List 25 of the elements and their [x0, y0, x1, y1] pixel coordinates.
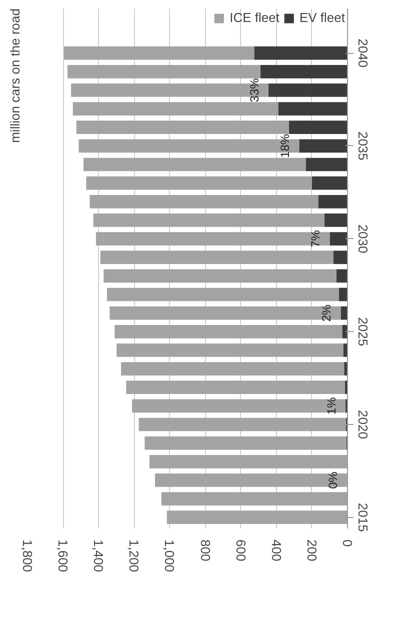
x-tick-label: 0: [340, 540, 355, 547]
y-tick-label: 2030: [356, 224, 370, 254]
legend-label: ICE fleet: [230, 10, 280, 25]
x-tick-label: 200: [304, 540, 320, 562]
annotation: 33%: [247, 78, 262, 102]
x-tick-label: 600: [233, 540, 248, 562]
annotation: 1%: [324, 396, 338, 415]
y-tick-label: 2025: [356, 317, 370, 346]
y-tick-label: 2015: [356, 502, 370, 532]
x-tick-label: 400: [268, 540, 284, 562]
annotation: 0%: [326, 471, 340, 489]
text: million cars on the road: [8, 8, 22, 143]
x-tick-label: 1,800: [20, 540, 35, 572]
annotation: 7%: [308, 230, 323, 248]
x-tick-label: 1,000: [162, 540, 178, 572]
y-tick-label: 2020: [356, 410, 370, 439]
x-tick-label: 1,200: [126, 540, 142, 572]
annotation: 2%: [320, 304, 334, 322]
legend-label: EV fleet: [299, 10, 345, 25]
y-tick-label: 2035: [356, 131, 370, 160]
x-tick-label: 800: [198, 540, 213, 562]
x-tick-label: 1,400: [91, 540, 106, 572]
y-tick-label: 2040: [356, 38, 370, 68]
annotation: 18%: [278, 134, 292, 158]
x-tick-label: 1,600: [56, 540, 71, 572]
